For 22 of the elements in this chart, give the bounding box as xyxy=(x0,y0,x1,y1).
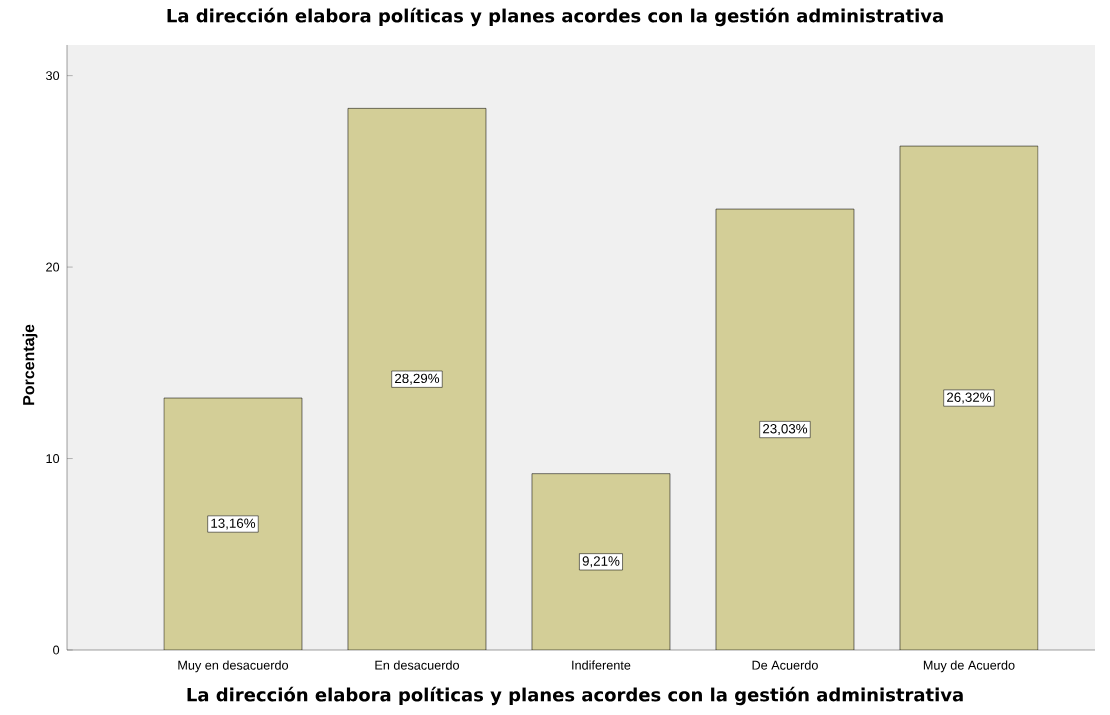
bar xyxy=(163,397,303,650)
x-tick-label: Indiferente xyxy=(572,660,631,670)
y-tick-label: 20 xyxy=(46,262,60,272)
bar xyxy=(715,208,855,650)
x-tick-label: Muy en desacuerdo xyxy=(178,660,289,673)
bar xyxy=(347,108,487,650)
chart-title: La dirección elabora políticas y planes acordes con la gestión administrativa xyxy=(167,7,943,27)
x-tick-label: Muy de Acuerdo xyxy=(923,660,1015,673)
y-tick-label: 10 xyxy=(46,454,60,464)
x-axis-title: La dirección elabora políticas y planes acordes con la gestión administrativa xyxy=(187,686,963,706)
x-tick-label: De Acuerdo xyxy=(752,660,818,670)
bar xyxy=(531,473,671,650)
data-label: 26,32% xyxy=(947,392,992,404)
data-label: 9,21% xyxy=(582,556,620,568)
y-tick-label: 30 xyxy=(46,71,60,81)
y-tick-label: 0 xyxy=(53,645,60,655)
x-tick-label: En desacuerdo xyxy=(375,660,460,670)
y-axis-title: Porcentaje xyxy=(22,324,38,405)
bar xyxy=(899,145,1039,650)
data-label: 23,03% xyxy=(763,424,808,436)
data-label: 13,16% xyxy=(211,518,256,530)
data-label: 28,29% xyxy=(395,373,440,385)
